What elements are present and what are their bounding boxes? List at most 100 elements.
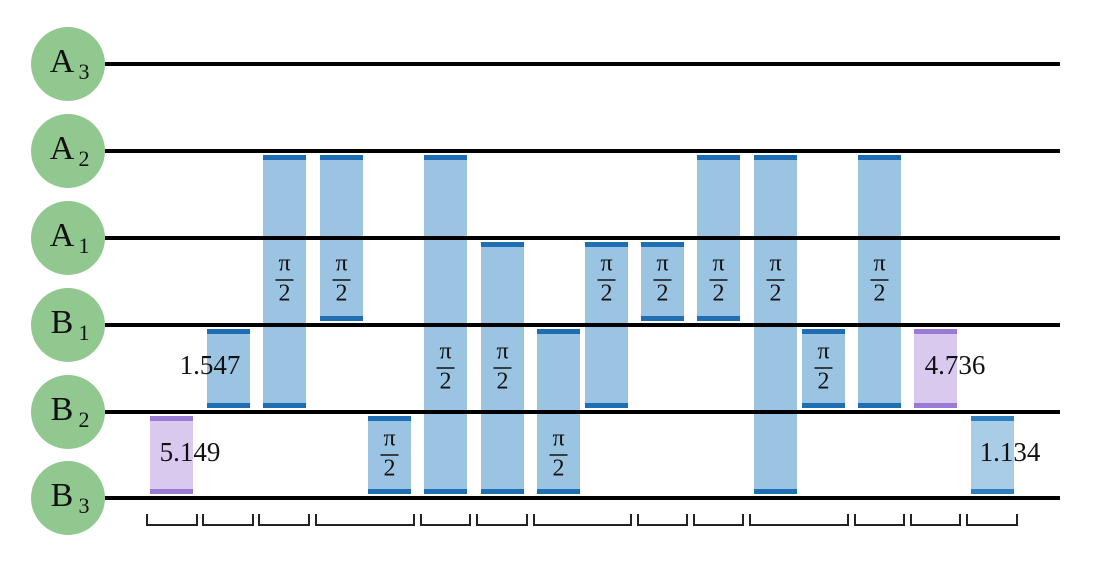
fraction-numerator: π bbox=[600, 251, 612, 277]
gate-value: 1.134 bbox=[980, 437, 1041, 467]
fraction-numerator: π bbox=[335, 251, 347, 277]
wire-letter: A bbox=[50, 217, 75, 254]
fraction-numerator: π bbox=[278, 251, 290, 277]
gate-body bbox=[641, 242, 684, 321]
gate-cap bbox=[424, 489, 467, 494]
gate-cap bbox=[858, 155, 901, 160]
wire-subscript: 1 bbox=[79, 233, 90, 258]
gate-cap bbox=[914, 403, 957, 408]
step-bracket bbox=[476, 514, 528, 526]
fraction-denominator: 2 bbox=[553, 456, 565, 482]
gate-cap bbox=[320, 155, 363, 160]
fraction-numerator: π bbox=[712, 251, 724, 277]
gate-value: 4.736 bbox=[925, 350, 986, 380]
step-bracket bbox=[966, 514, 1018, 526]
gate-cap bbox=[641, 316, 684, 321]
gate-cap bbox=[537, 489, 580, 494]
fraction-denominator: 2 bbox=[279, 281, 291, 307]
gate-cap bbox=[971, 416, 1014, 421]
gate-body bbox=[858, 155, 901, 408]
gate-cap bbox=[697, 316, 740, 321]
gate-cap bbox=[424, 155, 467, 160]
gate-body bbox=[971, 416, 1014, 494]
wire-letter: B bbox=[51, 477, 74, 514]
wire-badge bbox=[31, 288, 105, 362]
gate-cap bbox=[320, 316, 363, 321]
fraction-numerator: π bbox=[383, 426, 395, 452]
gate-cap bbox=[802, 329, 845, 334]
gate-cap bbox=[914, 329, 957, 334]
gate-cap bbox=[368, 489, 411, 494]
fraction-numerator: π bbox=[496, 339, 508, 365]
gate-value: 1.547 bbox=[180, 350, 241, 380]
wire-subscript: 3 bbox=[79, 493, 90, 518]
fraction-numerator: π bbox=[769, 251, 781, 277]
wire-subscript: 3 bbox=[79, 59, 90, 84]
step-bracket bbox=[533, 514, 632, 526]
gate-cap bbox=[150, 416, 193, 421]
fraction-denominator: 2 bbox=[601, 281, 613, 307]
fraction-denominator: 2 bbox=[336, 281, 348, 307]
step-bracket bbox=[693, 514, 744, 526]
gate-cap bbox=[858, 403, 901, 408]
step-bracket bbox=[202, 514, 254, 526]
wire-subscript: 1 bbox=[79, 320, 90, 345]
wire-subscript: 2 bbox=[79, 407, 90, 432]
gate-cap bbox=[263, 403, 306, 408]
wire-badge bbox=[31, 201, 105, 275]
step-bracket bbox=[854, 514, 905, 526]
wire-badge bbox=[31, 27, 105, 101]
step-bracket bbox=[258, 514, 310, 526]
gate-cap bbox=[263, 155, 306, 160]
gate-cap bbox=[207, 403, 250, 408]
gate-cap bbox=[697, 155, 740, 160]
step-bracket bbox=[637, 514, 688, 526]
gate-cap bbox=[585, 403, 628, 408]
gate-cap bbox=[802, 403, 845, 408]
step-bracket bbox=[146, 514, 198, 526]
gate-cap bbox=[368, 416, 411, 421]
fraction-denominator: 2 bbox=[657, 281, 669, 307]
fraction-denominator: 2 bbox=[440, 369, 452, 395]
wire-subscript: 2 bbox=[79, 146, 90, 171]
wire-badge bbox=[31, 375, 105, 449]
wire-letter: B bbox=[51, 391, 74, 428]
fraction-denominator: 2 bbox=[818, 369, 830, 395]
fraction-denominator: 2 bbox=[384, 456, 396, 482]
step-bracket bbox=[749, 514, 849, 526]
fraction-numerator: π bbox=[873, 251, 885, 277]
wire-badge bbox=[31, 114, 105, 188]
gate-body bbox=[207, 329, 250, 408]
wire-letter: B bbox=[51, 304, 74, 341]
fraction-numerator: π bbox=[439, 339, 451, 365]
step-bracket bbox=[420, 514, 471, 526]
step-bracket bbox=[910, 514, 961, 526]
fraction-numerator: π bbox=[552, 426, 564, 452]
gate-cap bbox=[150, 489, 193, 494]
fraction-denominator: 2 bbox=[770, 281, 782, 307]
fraction-denominator: 2 bbox=[713, 281, 725, 307]
gate-cap bbox=[971, 489, 1014, 494]
gate-cap bbox=[754, 489, 797, 494]
gate-cap bbox=[754, 155, 797, 160]
gate-body bbox=[150, 416, 193, 494]
fraction-denominator: 2 bbox=[497, 369, 509, 395]
gate-cap bbox=[481, 242, 524, 247]
wire-letter: A bbox=[50, 130, 75, 167]
gate-cap bbox=[207, 329, 250, 334]
gate-cap bbox=[641, 242, 684, 247]
gate-cap bbox=[481, 489, 524, 494]
gate-body bbox=[263, 155, 306, 408]
wire-badge bbox=[31, 461, 105, 535]
step-bracket bbox=[315, 514, 415, 526]
gate-cap bbox=[537, 329, 580, 334]
fraction-numerator: π bbox=[817, 339, 829, 365]
gate-body bbox=[914, 329, 957, 408]
fraction-numerator: π bbox=[656, 251, 668, 277]
gate-value: 5.149 bbox=[160, 437, 221, 467]
wire-letter: A bbox=[50, 43, 75, 80]
gate-cap bbox=[585, 242, 628, 247]
fraction-denominator: 2 bbox=[874, 281, 886, 307]
